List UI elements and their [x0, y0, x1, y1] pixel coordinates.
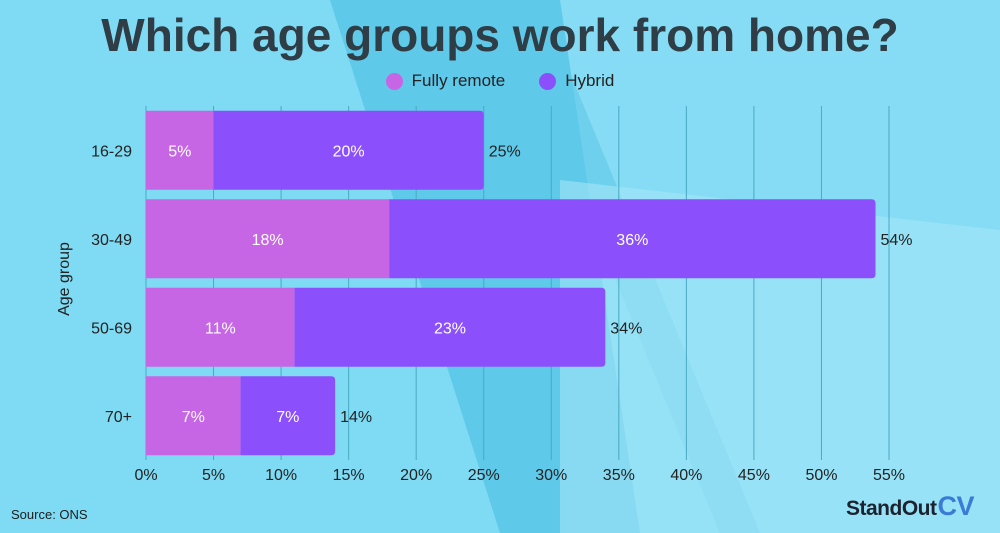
- x-tick-label: 45%: [738, 467, 770, 484]
- legend-swatch-hybrid: [539, 72, 557, 90]
- category-label: 16-29: [91, 143, 132, 160]
- bar-segment-label: 36%: [616, 232, 648, 249]
- bar-segment-label: 20%: [333, 143, 365, 160]
- legend-label-hybrid: Hybrid: [565, 71, 615, 90]
- x-tick-label: 40%: [670, 467, 702, 484]
- chart-title: Which age groups work from home?: [101, 9, 899, 61]
- logo-main: StandOut: [846, 497, 937, 520]
- category-label: 30-49: [91, 232, 132, 249]
- legend-item-hybrid: Hybrid: [539, 71, 614, 91]
- bar-segment: [213, 110, 484, 190]
- bar-segment: [146, 110, 214, 190]
- x-tick-label: 10%: [265, 467, 297, 484]
- bar-segment-label: 18%: [252, 232, 284, 249]
- source-note: Source: ONS: [11, 507, 88, 522]
- bar-total-label: 34%: [610, 320, 642, 337]
- legend-swatch-fully-remote: [385, 72, 403, 90]
- bar-segment: [146, 199, 390, 279]
- standout-cv-logo: StandOutCV: [846, 491, 975, 522]
- x-tick-label: 50%: [805, 467, 837, 484]
- x-tick-label: 25%: [468, 467, 500, 484]
- bar-segment: [146, 376, 241, 456]
- bar-segment: [240, 376, 336, 456]
- y-axis-label: Age group: [56, 242, 73, 316]
- category-label: 50-69: [91, 320, 132, 337]
- bar-segment: [146, 287, 295, 367]
- legend-label-fully-remote: Fully remote: [411, 71, 506, 90]
- bar-segment-label: 5%: [168, 143, 191, 160]
- bar-segment-label: 7%: [182, 409, 205, 426]
- bar-total-label: 54%: [880, 232, 912, 249]
- bar-total-label: 25%: [489, 143, 521, 160]
- logo-accent: CV: [937, 491, 975, 521]
- x-tick-label: 55%: [873, 467, 905, 484]
- x-tick-label: 30%: [535, 467, 567, 484]
- bar-segment-label: 7%: [276, 409, 299, 426]
- legend-item-fully-remote: Fully remote: [385, 71, 506, 91]
- x-tick-label: 5%: [202, 467, 225, 484]
- x-tick-label: 15%: [333, 467, 365, 484]
- bar-segment: [389, 199, 876, 279]
- bar-segment-label: 11%: [205, 320, 236, 337]
- legend: Fully remote Hybrid: [0, 71, 1000, 91]
- bar-segment-label: 23%: [434, 320, 466, 337]
- x-tick-label: 20%: [400, 467, 432, 484]
- x-tick-label: 0%: [134, 467, 157, 484]
- category-label: 70+: [105, 409, 132, 426]
- bar-total-label: 14%: [340, 409, 372, 426]
- x-tick-label: 35%: [603, 467, 635, 484]
- bar-segment: [294, 287, 606, 367]
